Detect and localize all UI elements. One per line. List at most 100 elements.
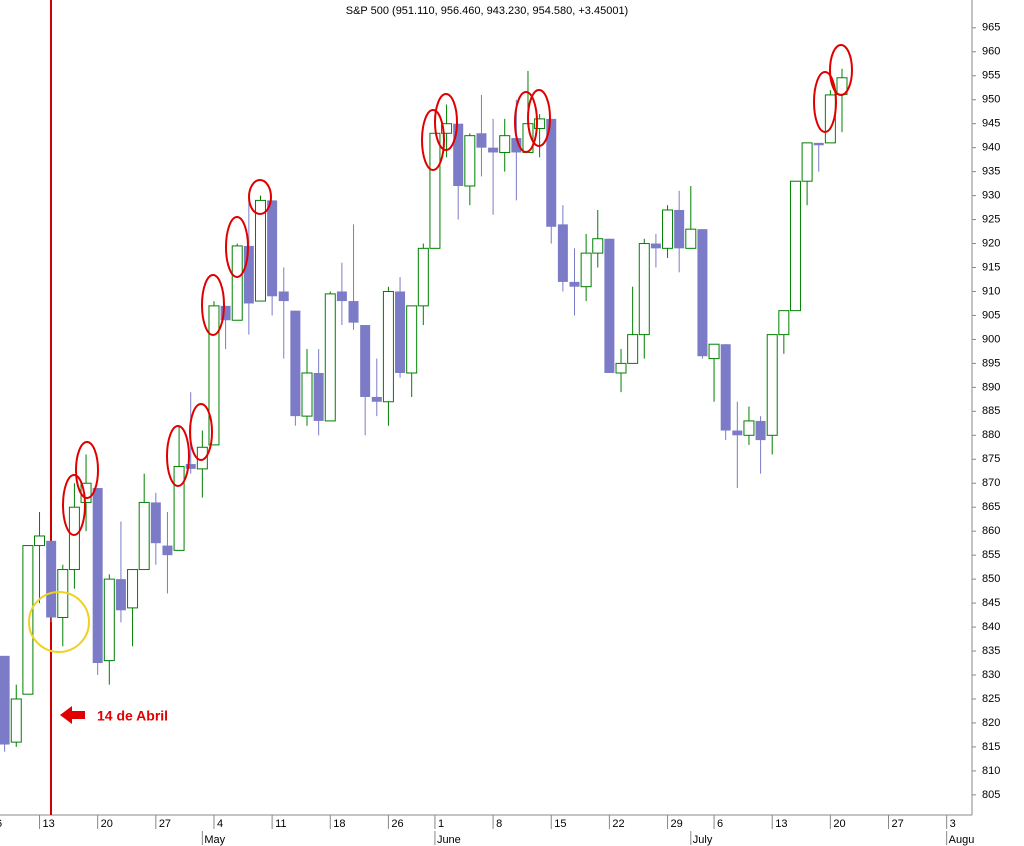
x-tick-label: 8 [496,818,502,830]
x-tick-label: 6 [0,818,2,830]
y-tick-label: 825 [982,693,1000,705]
highlight [75,441,99,499]
plot [0,68,848,752]
highlights [62,44,853,536]
y-tick-label: 855 [982,549,1000,561]
candle-body [348,301,359,323]
highlight [434,93,458,151]
y-tick-label: 895 [982,357,1000,369]
candle-body [650,243,661,249]
x-tick-label: 1 [438,818,444,830]
highlight [527,89,551,147]
month-label: June [437,834,461,846]
x-tick-label: 29 [671,818,683,830]
candle-body [231,245,243,321]
candle-body [569,281,580,287]
y-tick-label: 805 [982,789,1000,801]
candle-body [743,420,755,436]
candle-body [290,310,301,417]
y-tick-label: 820 [982,717,1000,729]
highlight [62,474,86,536]
x-tick-label: 26 [391,818,403,830]
y-tick-label: 840 [982,621,1000,633]
candle-body [115,579,126,611]
candle-body [324,293,336,422]
candle-body [371,396,382,402]
x-tick-label: 13 [43,818,55,830]
y-tick-label: 945 [982,118,1000,130]
y-tick-label: 890 [982,381,1000,393]
candle-body [243,245,254,304]
candle-body [499,135,511,153]
highlight [421,109,445,171]
x-tick-label: 11 [275,818,286,830]
y-tick-label: 935 [982,166,1000,178]
y-tick-label: 870 [982,477,1000,489]
y-tick-label: 885 [982,405,1000,417]
y-tick-label: 920 [982,237,1000,249]
x-tick-label: 4 [217,818,223,830]
candle-body [0,655,10,745]
y-tick-label: 815 [982,741,1000,753]
candle-body [208,305,220,446]
candle-body [395,291,406,373]
y-tick-label: 860 [982,525,1000,537]
candle-body [720,344,731,431]
highlight [201,274,225,336]
candle-body [46,540,57,618]
candle-body [453,123,464,187]
month-label: July [693,834,713,846]
x-tick-label: 27 [892,818,904,830]
candle-body [267,200,278,297]
y-tick-label: 830 [982,669,1000,681]
candle-body [22,545,34,695]
highlight [829,44,853,96]
candle-body [615,362,627,374]
arrow [60,706,85,724]
candle-body [173,465,185,551]
x-tick-label: 20 [101,818,113,830]
y-tick-label: 925 [982,213,1000,225]
candle-body [10,698,22,743]
candle-body [789,180,801,312]
candle-body [685,228,697,249]
candle-body [406,305,418,374]
candle-body [103,578,115,662]
candle-body [546,118,557,227]
candle-body [34,535,46,547]
candle-body [185,464,196,469]
candle-body [674,209,685,249]
candle-body [766,334,778,436]
y-tick-label: 900 [982,333,1000,345]
candle-body [778,310,790,336]
y-tick-label: 810 [982,765,1000,777]
y-tick-label: 965 [982,22,1000,34]
candle-body [360,325,371,397]
y-tick-label: 915 [982,261,1000,273]
x-tick-label: 22 [612,818,624,830]
highlight [248,179,272,215]
candle-body [138,501,150,571]
candle-body [755,420,766,441]
y-tick-label: 955 [982,70,1000,82]
candle-body [801,142,813,182]
y-tick-label: 960 [982,46,1000,58]
highlight [189,403,213,461]
candle-body [580,252,592,288]
highlight [225,216,249,278]
candle-body [127,569,139,609]
candle-body [511,138,522,153]
candle-body [534,118,546,129]
y-tick-label: 930 [982,190,1000,202]
y-tick-label: 940 [982,142,1000,154]
y-tick-label: 865 [982,501,1000,513]
x-tick-label: 27 [159,818,171,830]
y-tick-label: 950 [982,94,1000,106]
candle-body [488,147,499,153]
candle-body [336,291,347,302]
candle-body [476,133,487,148]
candle-body [697,229,708,357]
candle-body [638,243,650,336]
candle-body [732,430,743,436]
